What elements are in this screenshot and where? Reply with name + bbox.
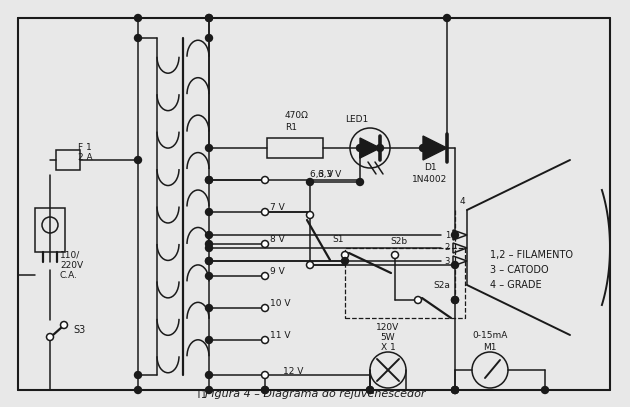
Text: 1,2 – FILAMENTO: 1,2 – FILAMENTO: [490, 250, 573, 260]
Polygon shape: [423, 136, 447, 160]
Text: 470Ω: 470Ω: [285, 112, 309, 120]
Text: 8 V: 8 V: [270, 236, 285, 245]
Circle shape: [415, 297, 421, 304]
Circle shape: [261, 372, 268, 379]
Bar: [345, 248, 465, 318]
Circle shape: [452, 387, 459, 394]
Text: LED1: LED1: [345, 116, 369, 125]
Text: 2 A: 2 A: [77, 153, 93, 162]
Circle shape: [134, 35, 142, 42]
Text: 0-15mA: 0-15mA: [472, 331, 508, 341]
Text: M1: M1: [483, 344, 496, 352]
Circle shape: [452, 297, 459, 304]
Text: C.A.: C.A.: [60, 271, 78, 280]
Text: 4: 4: [460, 197, 466, 206]
Polygon shape: [360, 138, 380, 158]
Circle shape: [60, 322, 67, 328]
Text: X 1: X 1: [381, 344, 396, 352]
Text: 12 V: 12 V: [283, 368, 304, 376]
Circle shape: [205, 372, 212, 379]
Bar: [267, 138, 323, 158]
Text: 5W: 5W: [381, 333, 395, 343]
Circle shape: [452, 232, 459, 239]
Text: Figura 4 – Diagrama do rejuvenescedor: Figura 4 – Diagrama do rejuvenescedor: [205, 389, 425, 399]
Text: F 1: F 1: [78, 144, 92, 153]
Circle shape: [261, 387, 268, 394]
Circle shape: [205, 241, 212, 247]
Circle shape: [205, 245, 212, 252]
Text: 4 – GRADE: 4 – GRADE: [490, 280, 542, 290]
Circle shape: [134, 15, 142, 22]
Circle shape: [205, 35, 212, 42]
Text: 120V: 120V: [376, 324, 399, 333]
Circle shape: [205, 387, 212, 394]
Circle shape: [452, 387, 459, 394]
Text: 11 V: 11 V: [270, 331, 290, 341]
Text: 10 V: 10 V: [270, 300, 290, 309]
Text: 3: 3: [445, 256, 450, 265]
Circle shape: [205, 258, 212, 265]
Text: S3: S3: [74, 325, 86, 335]
Circle shape: [261, 387, 268, 394]
Circle shape: [205, 144, 212, 151]
Circle shape: [261, 241, 268, 247]
Circle shape: [134, 387, 142, 394]
Text: D1: D1: [424, 164, 437, 173]
Circle shape: [205, 232, 212, 239]
Circle shape: [357, 179, 364, 186]
Text: 6,3 V: 6,3 V: [318, 171, 341, 179]
Circle shape: [205, 15, 212, 22]
Text: 7 V: 7 V: [270, 204, 285, 212]
Circle shape: [367, 387, 374, 394]
Circle shape: [261, 273, 268, 280]
Circle shape: [452, 387, 459, 394]
Circle shape: [261, 304, 268, 311]
Circle shape: [205, 208, 212, 215]
Text: T1: T1: [195, 390, 207, 400]
Circle shape: [357, 144, 364, 151]
Text: 2: 2: [445, 243, 450, 252]
Text: R1: R1: [285, 123, 297, 133]
Bar: [56, 150, 80, 170]
Circle shape: [542, 387, 549, 394]
Circle shape: [261, 208, 268, 215]
Circle shape: [205, 258, 212, 265]
Text: S2a: S2a: [433, 282, 450, 291]
Circle shape: [444, 15, 450, 22]
Circle shape: [377, 144, 384, 151]
Circle shape: [391, 252, 399, 258]
Circle shape: [134, 372, 142, 379]
Circle shape: [307, 262, 314, 269]
Circle shape: [452, 297, 459, 304]
Text: 110/: 110/: [60, 250, 80, 260]
Circle shape: [307, 179, 314, 186]
Circle shape: [261, 337, 268, 344]
Circle shape: [205, 273, 212, 280]
Text: 9 V: 9 V: [270, 267, 285, 276]
Bar: [35, 208, 65, 252]
Circle shape: [367, 387, 374, 394]
Circle shape: [47, 333, 54, 341]
Circle shape: [341, 252, 348, 258]
Circle shape: [205, 337, 212, 344]
Circle shape: [205, 15, 212, 22]
Text: S2b: S2b: [390, 236, 407, 245]
Circle shape: [341, 258, 348, 265]
Text: 1: 1: [445, 230, 450, 239]
Circle shape: [134, 157, 142, 164]
Text: 3 – CATODO: 3 – CATODO: [490, 265, 549, 275]
Circle shape: [420, 144, 427, 151]
Circle shape: [205, 304, 212, 311]
Circle shape: [205, 177, 212, 184]
Text: S1: S1: [332, 236, 343, 245]
Circle shape: [205, 177, 212, 184]
Circle shape: [307, 212, 314, 219]
Circle shape: [452, 262, 459, 269]
Text: 1N4002: 1N4002: [413, 175, 448, 184]
Text: 220V: 220V: [60, 260, 83, 269]
Circle shape: [261, 177, 268, 184]
Text: 6,3 V: 6,3 V: [310, 171, 333, 179]
